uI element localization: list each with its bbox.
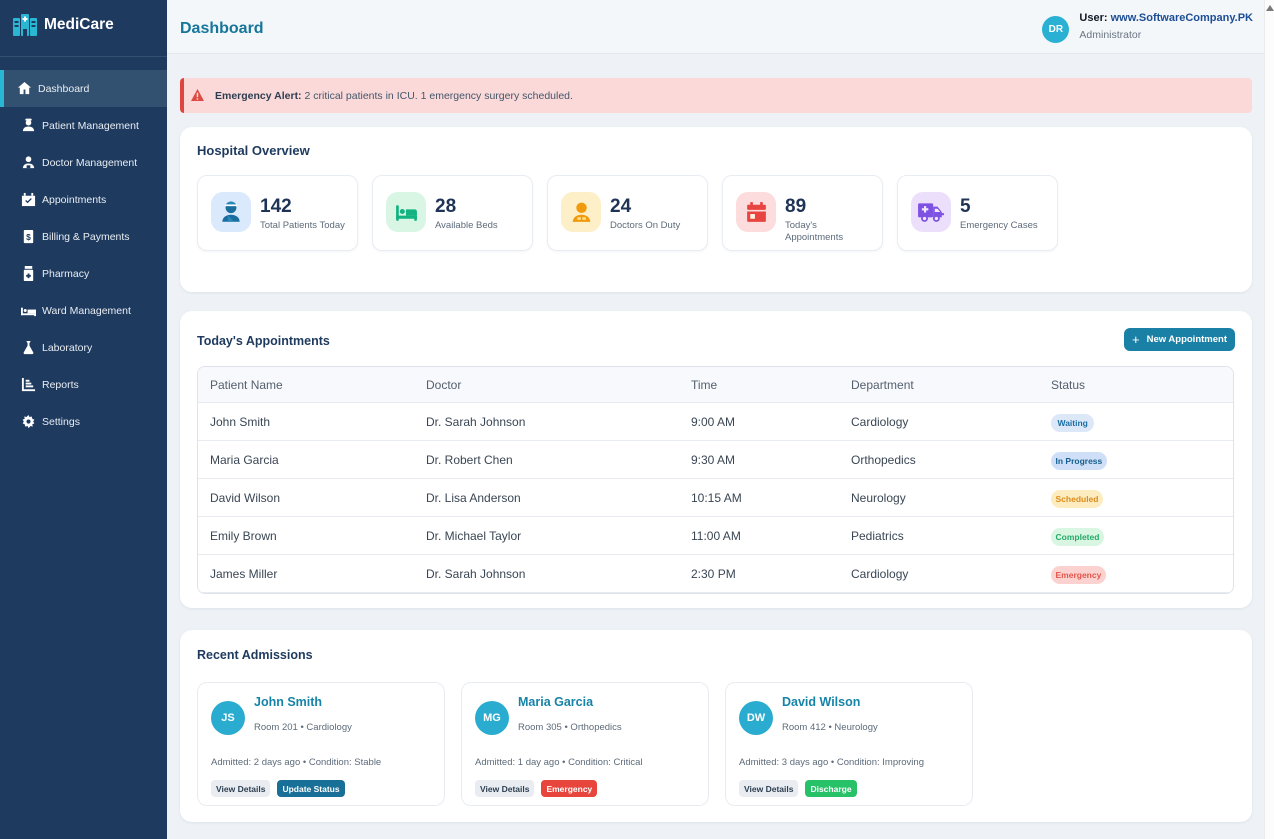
svg-text:$: $ <box>26 232 31 242</box>
